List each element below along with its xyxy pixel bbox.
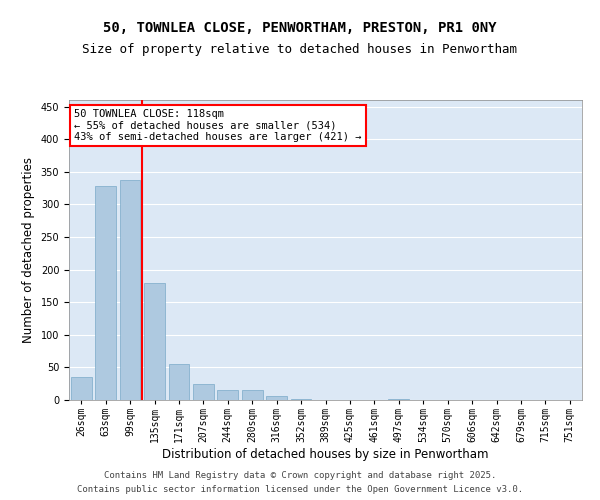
Y-axis label: Number of detached properties: Number of detached properties: [22, 157, 35, 343]
X-axis label: Distribution of detached houses by size in Penwortham: Distribution of detached houses by size …: [162, 448, 489, 461]
Bar: [242, 390, 263, 400]
Bar: [266, 396, 287, 400]
Text: Contains HM Land Registry data © Crown copyright and database right 2025.: Contains HM Land Registry data © Crown c…: [104, 472, 496, 480]
Bar: [193, 384, 214, 400]
Bar: [71, 377, 92, 400]
Text: 50, TOWNLEA CLOSE, PENWORTHAM, PRESTON, PR1 0NY: 50, TOWNLEA CLOSE, PENWORTHAM, PRESTON, …: [103, 20, 497, 34]
Text: Size of property relative to detached houses in Penwortham: Size of property relative to detached ho…: [83, 44, 517, 57]
Bar: [95, 186, 116, 400]
Text: Contains public sector information licensed under the Open Government Licence v3: Contains public sector information licen…: [77, 486, 523, 494]
Bar: [388, 398, 409, 400]
Bar: [119, 180, 140, 400]
Bar: [290, 398, 311, 400]
Bar: [169, 364, 190, 400]
Bar: [217, 390, 238, 400]
Text: 50 TOWNLEA CLOSE: 118sqm
← 55% of detached houses are smaller (534)
43% of semi-: 50 TOWNLEA CLOSE: 118sqm ← 55% of detach…: [74, 109, 362, 142]
Bar: [144, 282, 165, 400]
